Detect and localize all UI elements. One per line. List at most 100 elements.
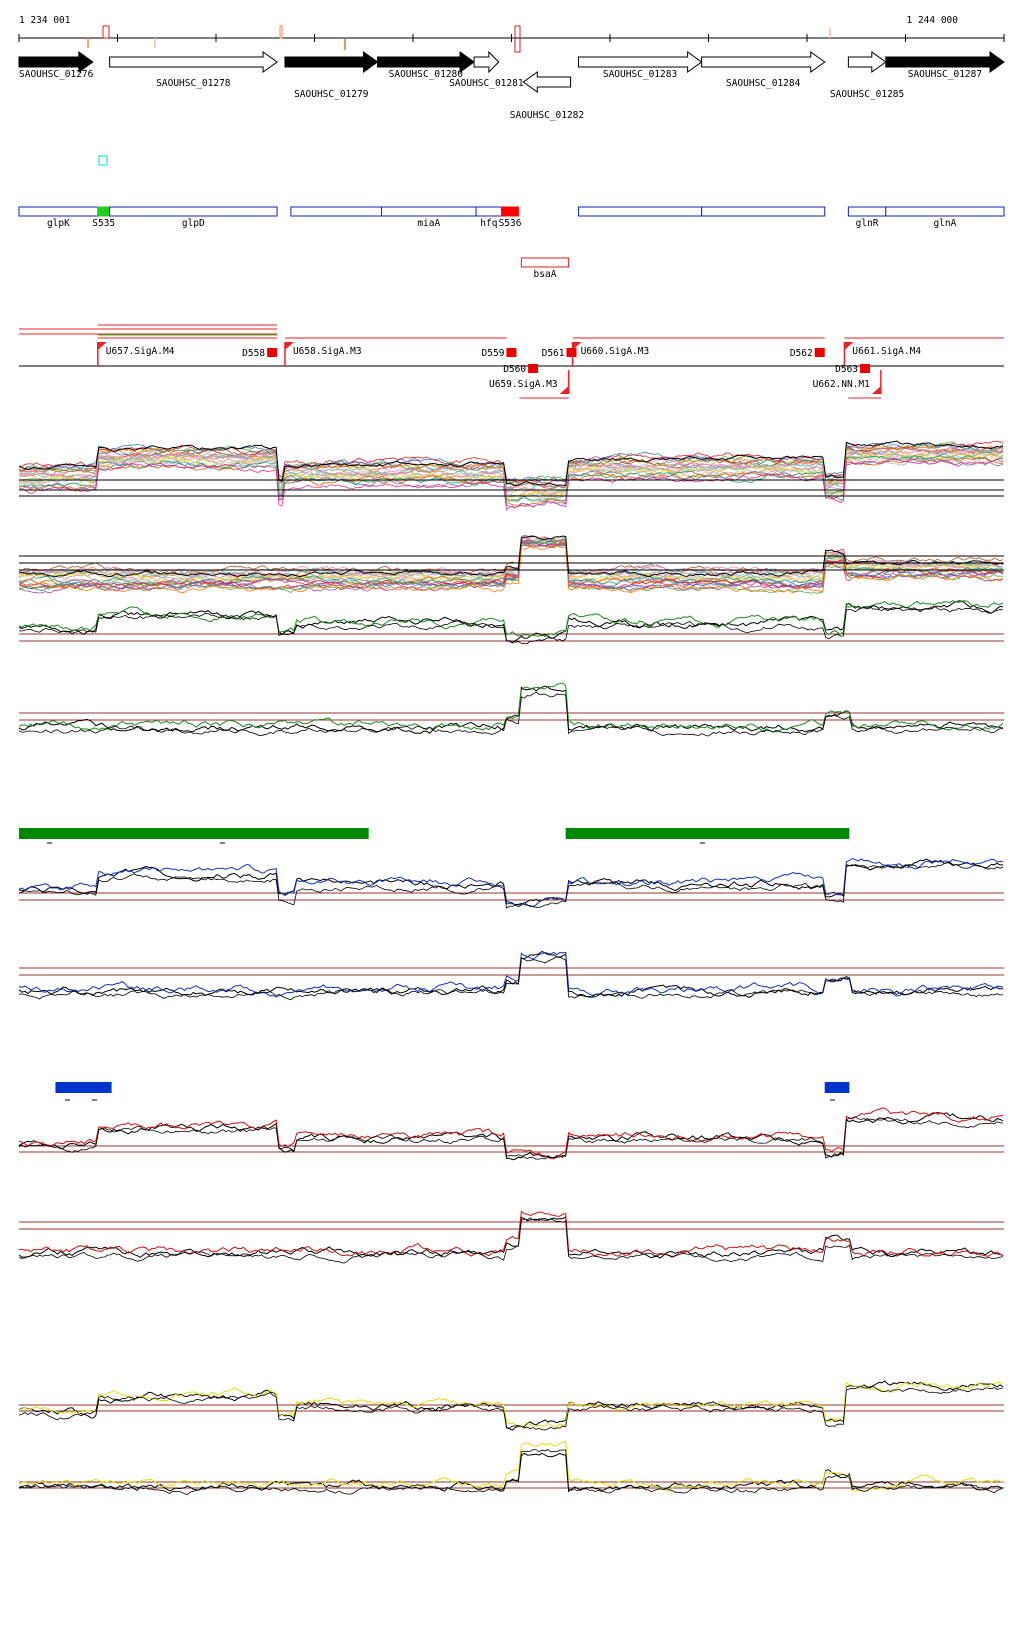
expression-line — [18, 691, 1004, 737]
expression-line — [18, 862, 1004, 909]
gene-track: SAOUHSC_01276 SAOUHSC_01278 SAOUHSC_01279 S… — [18, 50, 1005, 121]
gene-arrow — [577, 51, 703, 73]
expression-line — [18, 452, 1004, 499]
feature-mark — [279, 25, 283, 39]
expression-line — [18, 1111, 1004, 1161]
annotation-track: glpK S535 glpD miaA hfq S536 glnR glnA — [18, 206, 1005, 229]
condition-bar — [19, 828, 369, 839]
coordinate-ruler: 1 234 001 1 244 000 — [18, 15, 1005, 53]
ruler-ticks — [18, 34, 1005, 42]
expression-line — [18, 858, 1004, 908]
tu-label: U658.SigA.M3 — [293, 346, 362, 357]
expression-line — [18, 857, 1004, 908]
gene-label: SAOUHSC_01284 — [726, 78, 801, 89]
tu-label: U657.SigA.M4 — [106, 346, 175, 357]
annotation-box — [475, 206, 503, 217]
annotation-box — [501, 206, 519, 217]
annotation-box — [18, 206, 99, 217]
terminator-label: D559 — [482, 348, 505, 359]
expression-line — [18, 539, 1004, 587]
expression-line — [18, 541, 1004, 594]
gene-label: SAOUHSC_01276 — [19, 69, 94, 80]
cyan-marker — [98, 155, 108, 166]
annotation-box — [577, 206, 703, 217]
expression-line — [18, 544, 1004, 594]
expression-line — [18, 537, 1004, 580]
gene-arrow — [522, 71, 572, 93]
annotation-box — [701, 206, 826, 217]
annotation-label: glnA — [933, 218, 956, 229]
annotation-label: S536 — [499, 218, 522, 229]
gene-arrow — [473, 50, 500, 74]
tu-flag — [559, 386, 569, 394]
annotation-label: hfq — [480, 218, 497, 229]
terminator-box — [506, 348, 517, 357]
expression-line — [18, 1385, 1004, 1431]
expression-line — [18, 537, 1004, 579]
tu-label: U662.NN.M1 — [813, 379, 870, 390]
terminator-box — [566, 348, 577, 357]
antisense-box — [520, 257, 570, 268]
ruler-start-label: 1 234 001 — [19, 15, 71, 26]
gene-label: SAOUHSC_01283 — [603, 69, 677, 80]
terminator-box — [528, 364, 539, 373]
annotation-label: S535 — [92, 218, 115, 229]
terminator-label: D560 — [503, 364, 526, 375]
expression-line — [18, 600, 1004, 644]
expression-line — [18, 1381, 1004, 1428]
annotation-box — [847, 206, 887, 217]
annotation-box — [380, 206, 477, 217]
gene-label: SAOUHSC_01282 — [510, 110, 584, 121]
expression-line — [18, 599, 1004, 638]
expression-line — [18, 458, 1004, 511]
gene-arrow — [377, 51, 475, 73]
terminator-box — [814, 348, 825, 357]
expression-line — [18, 449, 1004, 491]
terminator-box — [860, 364, 871, 373]
gene-label: SAOUHSC_01278 — [156, 78, 231, 89]
tu-flag — [284, 342, 294, 350]
expression-line — [18, 682, 1004, 733]
annotation-label: glnR — [856, 218, 879, 229]
expression-line — [18, 535, 1004, 578]
antisense-track: bsaA — [520, 257, 570, 280]
gene-arrow — [284, 51, 379, 73]
gene-label: SAOUHSC_01281 — [449, 78, 524, 89]
ruler-end-label: 1 244 000 — [907, 15, 959, 26]
expression-line — [18, 440, 1004, 487]
terminator-label: D558 — [242, 348, 265, 359]
expression-line — [18, 449, 1004, 492]
expression-line — [18, 449, 1004, 497]
feature-mark — [514, 25, 521, 53]
gene-arrow — [701, 51, 826, 73]
expression-line — [18, 1452, 1004, 1493]
expression-line — [18, 1107, 1004, 1160]
tu-flag — [844, 342, 854, 350]
transcription-unit-track: U657.SigA.M4 U658.SigA.M3 U659.SigA.M3 U660… — [19, 324, 1004, 399]
gene-label: SAOUHSC_01280 — [389, 69, 464, 80]
condition-bar — [824, 1082, 850, 1093]
gene-arrow — [847, 51, 887, 73]
expression-line — [18, 540, 1004, 594]
condition-bars — [19, 828, 850, 1101]
gene-arrow — [18, 51, 94, 73]
expression-line — [18, 956, 1004, 1001]
terminator-label: D563 — [835, 364, 858, 375]
tu-flag — [97, 342, 107, 350]
tu-label: U660.SigA.M3 — [581, 346, 650, 357]
expression-line — [18, 1449, 1004, 1495]
condition-bar — [565, 828, 850, 839]
expression-line — [18, 1116, 1004, 1160]
annotation-box — [885, 206, 1005, 217]
gene-arrow — [109, 51, 278, 73]
condition-bar — [55, 1082, 112, 1093]
annotation-label: glpD — [182, 218, 205, 229]
expression-line — [18, 606, 1004, 645]
feature-mark — [102, 25, 110, 39]
expression-line — [18, 1210, 1004, 1257]
terminator-label: D561 — [542, 348, 565, 359]
annotation-box — [109, 206, 278, 217]
expression-line — [18, 1217, 1004, 1264]
annotation-box — [290, 206, 382, 217]
